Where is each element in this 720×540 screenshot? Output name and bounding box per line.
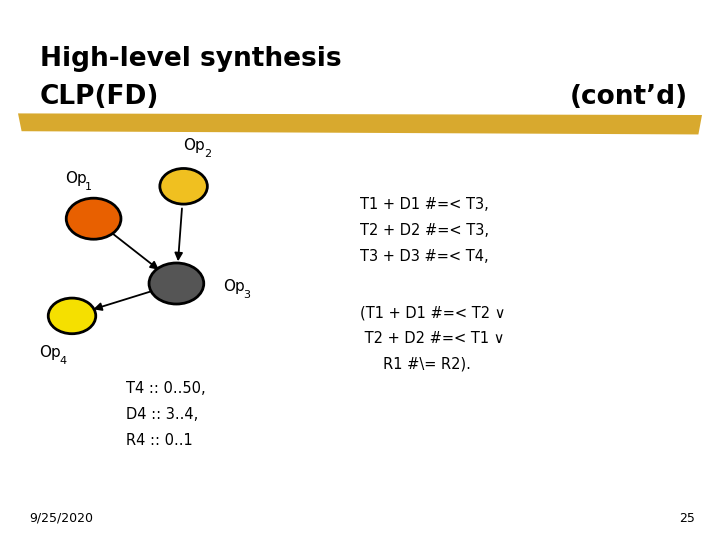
Text: R1 #\= R2).: R1 #\= R2). (360, 357, 471, 372)
Text: T2 + D2 #=< T3,: T2 + D2 #=< T3, (360, 223, 489, 238)
Circle shape (66, 198, 121, 239)
Text: R4 :: 0..1: R4 :: 0..1 (126, 433, 193, 448)
Text: 1: 1 (85, 182, 92, 192)
Text: (cont’d): (cont’d) (570, 84, 688, 110)
Text: Op: Op (40, 345, 61, 360)
Text: Op: Op (65, 171, 86, 186)
Text: 2: 2 (204, 150, 211, 159)
Text: T1 + D1 #=< T3,: T1 + D1 #=< T3, (360, 197, 489, 212)
Text: T3 + D3 #=< T4,: T3 + D3 #=< T4, (360, 249, 489, 264)
Polygon shape (18, 113, 702, 134)
Text: 4: 4 (60, 356, 67, 366)
Text: 9/25/2020: 9/25/2020 (29, 512, 93, 525)
Text: CLP(FD): CLP(FD) (40, 84, 159, 110)
Text: Op: Op (223, 279, 245, 294)
Text: T4 :: 0..50,: T4 :: 0..50, (126, 381, 206, 396)
Circle shape (48, 298, 96, 334)
Circle shape (160, 168, 207, 204)
Text: Op: Op (184, 138, 205, 153)
Text: D4 :: 3..4,: D4 :: 3..4, (126, 407, 198, 422)
Text: T2 + D2 #=< T1 ∨: T2 + D2 #=< T1 ∨ (360, 331, 505, 346)
Circle shape (149, 263, 204, 304)
Text: (T1 + D1 #=< T2 ∨: (T1 + D1 #=< T2 ∨ (360, 305, 505, 320)
Text: 3: 3 (243, 290, 251, 300)
Text: 25: 25 (679, 512, 695, 525)
Text: High-level synthesis: High-level synthesis (40, 46, 341, 72)
